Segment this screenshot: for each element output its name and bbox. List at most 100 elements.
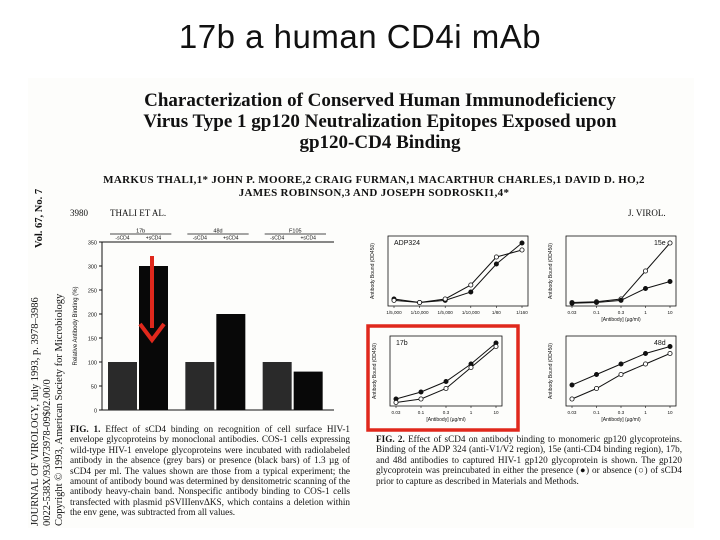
fig1-bar-label: -sCD4 [270, 236, 284, 242]
fig2-y-axis-label: Antibody Bound (OD450) [548, 343, 554, 399]
page-number: 3980 [70, 208, 88, 218]
fig2-data-point [642, 268, 648, 274]
fig2-data-point [493, 254, 499, 260]
fig1-group-header: F105 [289, 229, 302, 235]
fig2-x-tick-label: 10 [493, 410, 499, 415]
fig1-bar-label: +sCD4 [223, 236, 239, 242]
fig2-x-tick-label: 1 [644, 310, 647, 315]
fig2-data-point [618, 297, 624, 303]
fig2-data-point [618, 371, 624, 377]
fig2-data-point [391, 297, 397, 303]
fig2-data-point [442, 296, 448, 302]
fig2-data-point [443, 378, 449, 384]
fig1-y-tick-label: 50 [91, 385, 97, 391]
fig2-caption-body: Effect of sCD4 on antibody binding to mo… [376, 434, 682, 486]
fig2-x-axis-label: [Antibody] (µg/ml) [601, 317, 641, 323]
fig1-y-tick-label: 0 [94, 409, 97, 415]
authors-line: MARKUS THALI,1* JOHN P. MOORE,2 CRAIG FU… [103, 174, 645, 186]
fig2-data-point [642, 361, 648, 367]
fig2-data-point [569, 382, 575, 388]
fig2-x-tick-label: 1 [644, 410, 647, 415]
fig2-x-tick-label: 10 [667, 410, 673, 415]
fig1-y-axis-label: Relative Antibody Binding (%) [73, 286, 79, 365]
fig2-x-tick-label: 0.1 [593, 310, 600, 315]
fig2-series-line [393, 242, 523, 304]
fig2-series-line [395, 346, 497, 403]
fig2-data-point [569, 396, 575, 402]
fig1-y-tick-label: 200 [88, 313, 97, 319]
paper-title-line: Virus Type 1 gp120 Neutralization Epitop… [143, 111, 617, 132]
fig1-bar [185, 362, 215, 410]
fig1-y-tick-label: 350 [88, 241, 97, 247]
fig2-series-line [571, 242, 671, 303]
fig2-data-point [618, 361, 624, 367]
fig2-x-tick-label: 1/10,000 [411, 310, 429, 315]
journal-volume: Vol. 67, No. 7 [34, 188, 45, 248]
fig2-x-axis-label: [Antibody] (µg/ml) [601, 417, 641, 423]
paper-title-line: gp120-CD4 Binding [299, 132, 461, 153]
fig2-x-tick-label: 0.1 [418, 410, 425, 415]
fig2-x-tick-label: 1 [470, 410, 473, 415]
fig1-bar [108, 362, 137, 410]
fig1-bar-chart: 0 50 100 150 200 250 300 350 Relative Antibody B… [73, 229, 334, 415]
fig1-y-tick-label: 300 [88, 265, 97, 271]
fig2-data-point [569, 300, 575, 306]
fig1-y-tick-label: 100 [88, 361, 97, 367]
journal-copyright: Copyright © 1993, American Society for M… [54, 293, 65, 526]
fig1-bar [262, 362, 292, 410]
journal-citation: JOURNAL OF VIROLOGY, July 1993, p. 3978–… [30, 297, 41, 526]
fig2-x-tick-label: 0.3 [618, 410, 625, 415]
fig2-y-axis-label: Antibody Bound (OD450) [370, 243, 376, 299]
fig2-data-point [493, 344, 499, 350]
fig2-x-tick-label: 0.03 [392, 410, 401, 415]
journal-abbrev: J. VIROL. [628, 208, 666, 218]
fig2-x-tick-label: 0.3 [443, 410, 450, 415]
fig2-panel-label: 17b [396, 340, 408, 347]
fig2-x-tick-label: 10 [667, 310, 673, 315]
fig2-data-point [468, 282, 474, 288]
fig2-panel-frame [387, 235, 529, 307]
fig2-data-point [519, 247, 525, 253]
fig2-x-tick-label: 1/10,000 [462, 310, 480, 315]
authors-line: JAMES ROBINSON,3 AND JOSEPH SODROSKI1,4* [238, 187, 510, 199]
fig2-caption-lead: FIG. 2. [376, 434, 405, 444]
fig1-group-header: 17b [136, 229, 145, 235]
fig2-panel-label: 15e [654, 240, 666, 247]
fig2-y-axis-label: Antibody Bound (OD450) [372, 343, 378, 399]
fig1-caption: FIG. 1. Effect of sCD4 binding on recogn… [70, 424, 350, 518]
fig2-x-tick-label: 0.3 [618, 310, 625, 315]
fig2-data-point [593, 371, 599, 377]
paper-scan: JOURNAL OF VIROLOGY, July 1993, p. 3978–… [28, 78, 694, 528]
fig2-data-point [468, 364, 474, 370]
slide-title: 17b a human CD4i mAb [178, 18, 542, 55]
fig2-panel-label: ADP324 [394, 240, 420, 247]
fig2-data-point [418, 389, 424, 395]
fig2-data-point [418, 396, 424, 402]
paper-title-line: Characterization of Conserved Human Immu… [144, 90, 616, 111]
fig2-caption: FIG. 2. Effect of sCD4 on antibody bindi… [376, 434, 682, 486]
journal-code: 0022-538X/93/073978-09$02.00/0 [42, 379, 53, 526]
red-highlight-box [366, 324, 520, 432]
fig1-bar-label: +sCD4 [146, 236, 162, 242]
fig1-caption-lead: FIG. 1. [70, 424, 101, 434]
fig1-bar [216, 314, 246, 410]
fig2-x-axis-label: [Antibody] (µg/ml) [426, 417, 466, 423]
fig1-bar-label: +sCD4 [300, 236, 316, 242]
running-head: THALI ET AL. [110, 208, 167, 218]
red-arrow-head [138, 322, 166, 344]
fig2-data-point [667, 279, 673, 285]
fig2-data-point [667, 344, 673, 350]
fig2-data-point [519, 240, 525, 246]
fig1-y-tick-label: 250 [88, 289, 97, 295]
fig2-data-point [593, 385, 599, 391]
fig2-y-axis-label: Antibody Bound (OD450) [548, 243, 554, 299]
fig2-line-panels: ADP324 Antibody Bound (OD450) 1/5,000 1/10,… [366, 235, 677, 432]
fig2-data-point [468, 289, 474, 295]
fig1-group-header: 48d [213, 229, 222, 235]
fig2-x-tick-label: 0.03 [568, 410, 577, 415]
fig2-x-tick-label: 1/5,000 [438, 310, 454, 315]
fig1-bar-label: -sCD4 [115, 236, 129, 242]
fig1-bar [293, 371, 323, 410]
fig2-data-point [642, 286, 648, 292]
fig2-data-point [443, 385, 449, 391]
